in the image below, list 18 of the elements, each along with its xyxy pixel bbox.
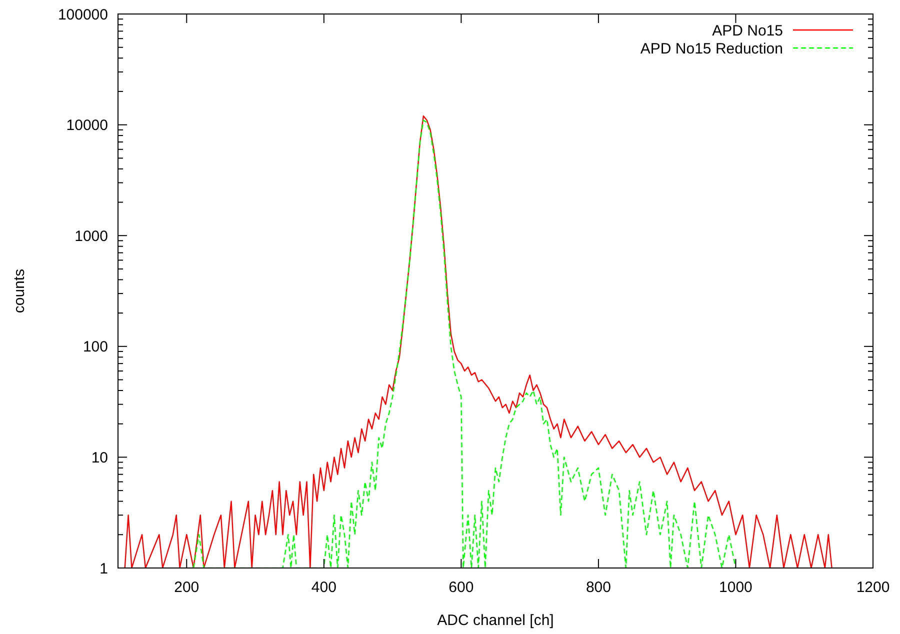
line-series xyxy=(192,120,736,568)
x-tick-label: 200 xyxy=(174,579,200,596)
y-tick-label: 10 xyxy=(91,449,108,466)
x-tick-label: 800 xyxy=(586,579,611,596)
y-axis-title: counts xyxy=(11,268,28,314)
x-tick-label: 600 xyxy=(448,579,474,596)
y-tick-label: 100000 xyxy=(58,6,108,24)
y-tick-label: 1000 xyxy=(74,228,108,245)
legend-label: APD No15 xyxy=(712,22,783,40)
x-axis-title: ADC channel [ch] xyxy=(437,612,554,629)
x-tick-label: 400 xyxy=(311,579,336,596)
line-series xyxy=(124,115,832,568)
y-tick-label: 1 xyxy=(100,560,108,578)
x-tick-label: 1200 xyxy=(856,579,890,596)
legend-label: APD No15 Reduction xyxy=(640,40,783,58)
x-tick-label: 1000 xyxy=(719,579,752,596)
y-tick-label: 10000 xyxy=(66,117,108,134)
y-tick-label: 100 xyxy=(82,338,108,356)
